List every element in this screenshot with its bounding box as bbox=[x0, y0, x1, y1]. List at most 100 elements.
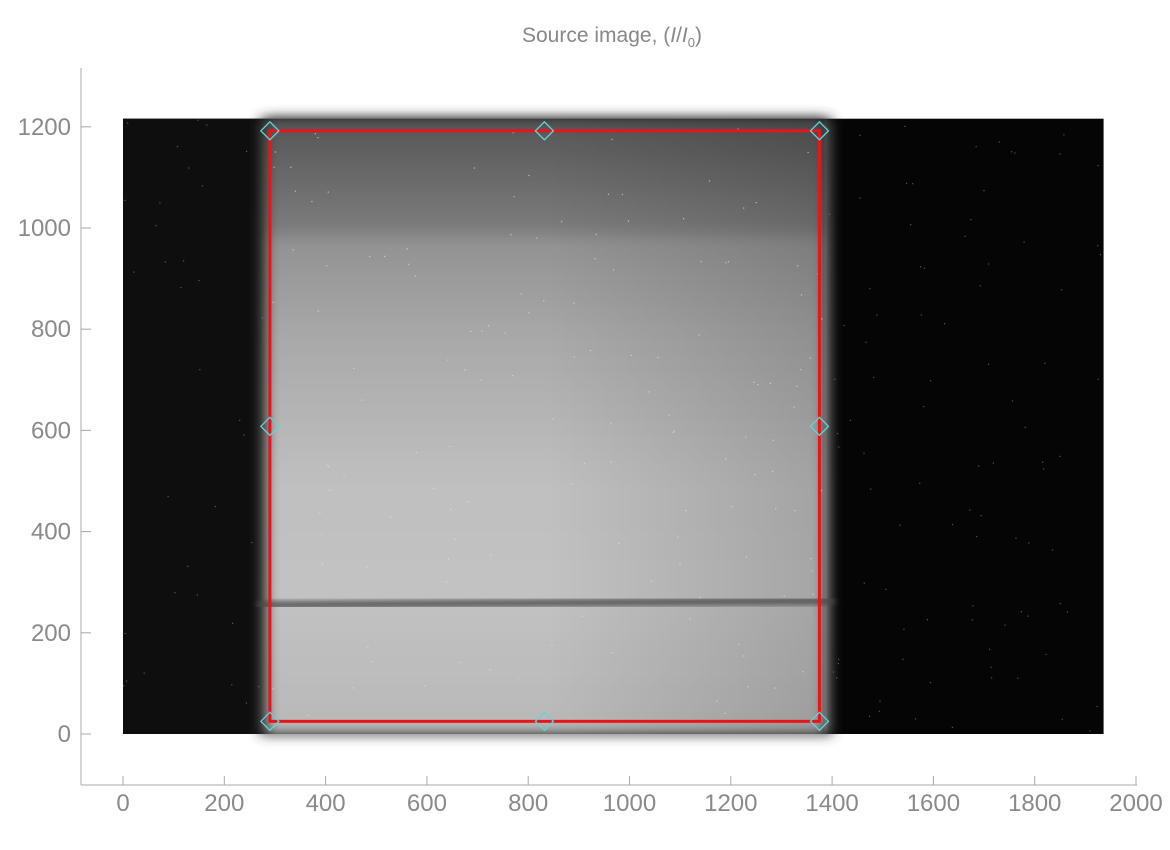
roi-handle[interactable] bbox=[809, 120, 830, 141]
y-tick-label: 1200 bbox=[18, 114, 71, 141]
title-text: Source image, ( bbox=[522, 24, 671, 47]
noise-speck bbox=[155, 224, 157, 227]
noise-speck bbox=[745, 556, 748, 558]
noise-speck bbox=[1059, 455, 1061, 457]
roi-handle[interactable] bbox=[809, 416, 830, 437]
axes: 0 200 400 600 800 1000 1200 1400 1600 1800 2000 0 20… bbox=[18, 68, 1163, 817]
y-tick-label: 400 bbox=[31, 519, 71, 546]
noise-speck bbox=[589, 349, 592, 352]
noise-speck bbox=[133, 271, 135, 273]
x-tick-label: 200 bbox=[204, 790, 244, 817]
noise-speck bbox=[1097, 164, 1099, 167]
noise-speck bbox=[828, 213, 830, 216]
noise-speck bbox=[543, 300, 545, 302]
noise-speck bbox=[447, 359, 449, 361]
x-tick-label: 2000 bbox=[1109, 790, 1162, 817]
noise-speck bbox=[689, 618, 691, 620]
roi-overlay[interactable] bbox=[259, 120, 830, 732]
noise-speck bbox=[757, 383, 759, 386]
roi-handle[interactable] bbox=[259, 120, 280, 141]
roi-handle[interactable] bbox=[259, 416, 280, 437]
noise-speck bbox=[700, 261, 702, 263]
image-left-glow bbox=[123, 118, 271, 735]
noise-speck bbox=[258, 685, 260, 688]
noise-speck bbox=[612, 269, 615, 271]
noise-speck bbox=[251, 541, 253, 544]
noise-speck bbox=[1010, 151, 1013, 153]
noise-speck bbox=[943, 323, 946, 325]
x-tick-label: 1600 bbox=[907, 790, 960, 817]
noise-speck bbox=[245, 150, 248, 153]
noise-speck bbox=[863, 452, 865, 454]
noise-speck bbox=[454, 538, 456, 541]
noise-speck bbox=[272, 301, 274, 304]
x-tick-label: 0 bbox=[116, 790, 129, 817]
roi-rectangle[interactable] bbox=[268, 129, 821, 723]
noise-speck bbox=[480, 379, 482, 381]
noise-speck bbox=[730, 506, 733, 508]
noise-speck bbox=[1042, 468, 1045, 470]
noise-speck bbox=[987, 263, 990, 265]
noise-speck bbox=[124, 632, 126, 635]
roi-handle[interactable] bbox=[259, 711, 280, 732]
noise-speck bbox=[834, 378, 836, 381]
noise-speck bbox=[384, 255, 386, 257]
noise-speck bbox=[1024, 426, 1026, 429]
noise-speck bbox=[311, 200, 313, 203]
noise-speck bbox=[188, 167, 190, 169]
noise-speck bbox=[352, 687, 354, 689]
noise-speck bbox=[991, 677, 993, 679]
noise-speck bbox=[682, 218, 685, 220]
noise-speck bbox=[1059, 602, 1061, 605]
roi-handle[interactable] bbox=[809, 711, 830, 732]
y-tick-label: 0 bbox=[58, 721, 71, 748]
noise-speck bbox=[926, 619, 929, 621]
noise-speck bbox=[127, 122, 129, 124]
noise-speck bbox=[196, 594, 199, 596]
noise-speck bbox=[143, 672, 145, 674]
noise-speck bbox=[685, 509, 687, 512]
roi-handle[interactable] bbox=[534, 711, 555, 732]
noise-speck bbox=[174, 592, 176, 594]
noise-speck bbox=[449, 508, 452, 510]
noise-speck bbox=[1020, 611, 1022, 613]
noise-speck bbox=[843, 324, 845, 327]
noise-speck bbox=[1051, 549, 1054, 551]
noise-speck bbox=[868, 715, 871, 717]
noise-speck bbox=[650, 580, 652, 583]
title-subscript: 0 bbox=[687, 35, 695, 51]
noise-speck bbox=[261, 317, 264, 319]
x-tick-label: 400 bbox=[306, 790, 346, 817]
noise-speck bbox=[837, 662, 840, 665]
x-tick-label: 800 bbox=[508, 790, 548, 817]
roi-handle[interactable] bbox=[534, 120, 555, 141]
noise-speck bbox=[245, 702, 248, 704]
noise-speck bbox=[800, 294, 803, 296]
noise-speck bbox=[992, 462, 994, 464]
noise-speck bbox=[445, 581, 448, 583]
noise-speck bbox=[187, 565, 189, 567]
noise-speck bbox=[611, 138, 613, 141]
noise-speck bbox=[820, 489, 822, 492]
noise-speck bbox=[879, 700, 881, 702]
noise-speck bbox=[326, 265, 328, 267]
noise-speck bbox=[980, 515, 982, 517]
noise-speck bbox=[528, 174, 530, 177]
noise-speck bbox=[353, 367, 355, 370]
noise-speck bbox=[793, 406, 795, 408]
noise-speck bbox=[975, 146, 977, 148]
noise-speck bbox=[273, 166, 275, 168]
source-image bbox=[123, 118, 1104, 735]
noise-speck bbox=[459, 661, 461, 663]
noise-speck bbox=[321, 563, 324, 565]
noise-speck bbox=[902, 658, 904, 660]
noise-speck bbox=[971, 619, 973, 621]
noise-speck bbox=[317, 310, 319, 312]
noise-speck bbox=[743, 655, 745, 657]
noise-speck bbox=[520, 293, 522, 295]
noise-speck bbox=[159, 202, 161, 204]
noise-speck bbox=[390, 516, 392, 518]
noise-speck bbox=[630, 354, 632, 357]
noise-speck bbox=[964, 235, 966, 237]
